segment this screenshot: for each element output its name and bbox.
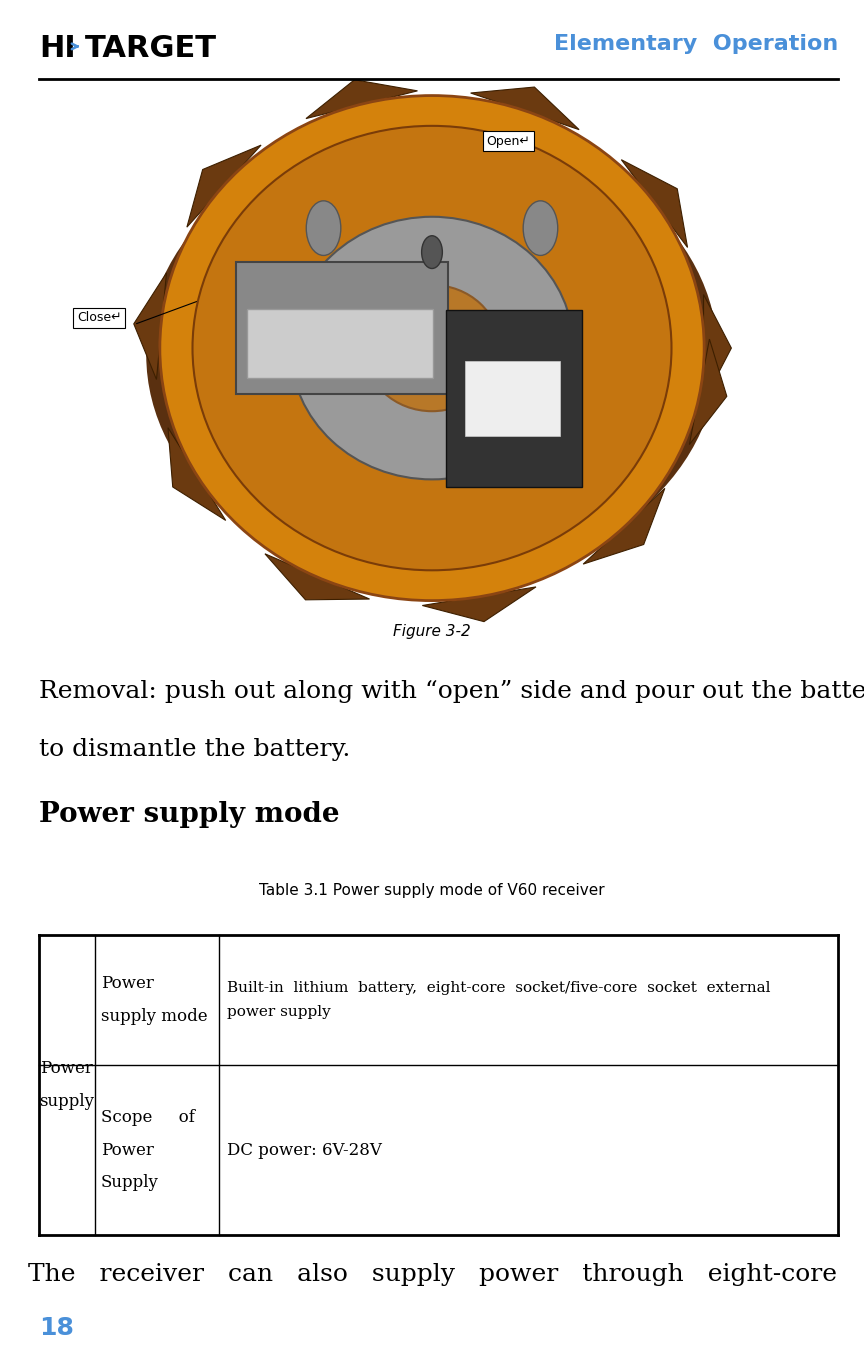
- Circle shape: [524, 201, 558, 255]
- Text: 18: 18: [39, 1316, 73, 1340]
- Polygon shape: [187, 145, 261, 227]
- Text: Power supply mode: Power supply mode: [39, 801, 340, 829]
- Text: The   receiver   can   also   supply   power   through   eight-core: The receiver can also supply power throu…: [28, 1263, 836, 1286]
- Ellipse shape: [160, 96, 704, 601]
- Text: Open↵: Open↵: [486, 135, 530, 147]
- Polygon shape: [703, 295, 731, 401]
- Text: Power
supply: Power supply: [40, 1061, 94, 1110]
- Ellipse shape: [290, 217, 574, 479]
- Text: to dismantle the battery.: to dismantle the battery.: [39, 738, 350, 762]
- Text: DC power: 6V-28V: DC power: 6V-28V: [227, 1141, 382, 1159]
- Polygon shape: [265, 554, 370, 599]
- Polygon shape: [471, 87, 579, 130]
- Text: Built-in  lithium  battery,  eight-core  socket/five-core  socket  external
powe: Built-in lithium battery, eight-core soc…: [227, 981, 771, 1018]
- Polygon shape: [422, 587, 536, 621]
- Bar: [446, 310, 581, 487]
- Polygon shape: [134, 273, 167, 379]
- Polygon shape: [306, 79, 417, 119]
- Bar: [246, 310, 434, 378]
- Polygon shape: [583, 489, 664, 564]
- Ellipse shape: [364, 285, 500, 411]
- Ellipse shape: [146, 128, 718, 581]
- Bar: [465, 360, 560, 437]
- Text: Table 3.1 Power supply mode of V60 receiver: Table 3.1 Power supply mode of V60 recei…: [259, 883, 605, 898]
- Circle shape: [306, 201, 340, 255]
- Polygon shape: [621, 160, 688, 247]
- Polygon shape: [168, 427, 226, 520]
- Circle shape: [422, 236, 442, 269]
- Text: Figure 3-2: Figure 3-2: [393, 624, 471, 639]
- Text: HI: HI: [39, 34, 76, 63]
- Bar: [236, 262, 448, 393]
- Text: Close↵: Close↵: [77, 311, 122, 325]
- Text: Power
supply mode: Power supply mode: [101, 975, 207, 1025]
- Text: Elementary  Operation: Elementary Operation: [554, 34, 838, 55]
- Ellipse shape: [193, 126, 671, 571]
- Text: Scope     of
Power
Supply: Scope of Power Supply: [101, 1108, 194, 1192]
- Polygon shape: [689, 339, 727, 445]
- Text: TARGET: TARGET: [85, 34, 217, 63]
- Text: Removal: push out along with “open” side and pour out the battery: Removal: push out along with “open” side…: [39, 680, 864, 703]
